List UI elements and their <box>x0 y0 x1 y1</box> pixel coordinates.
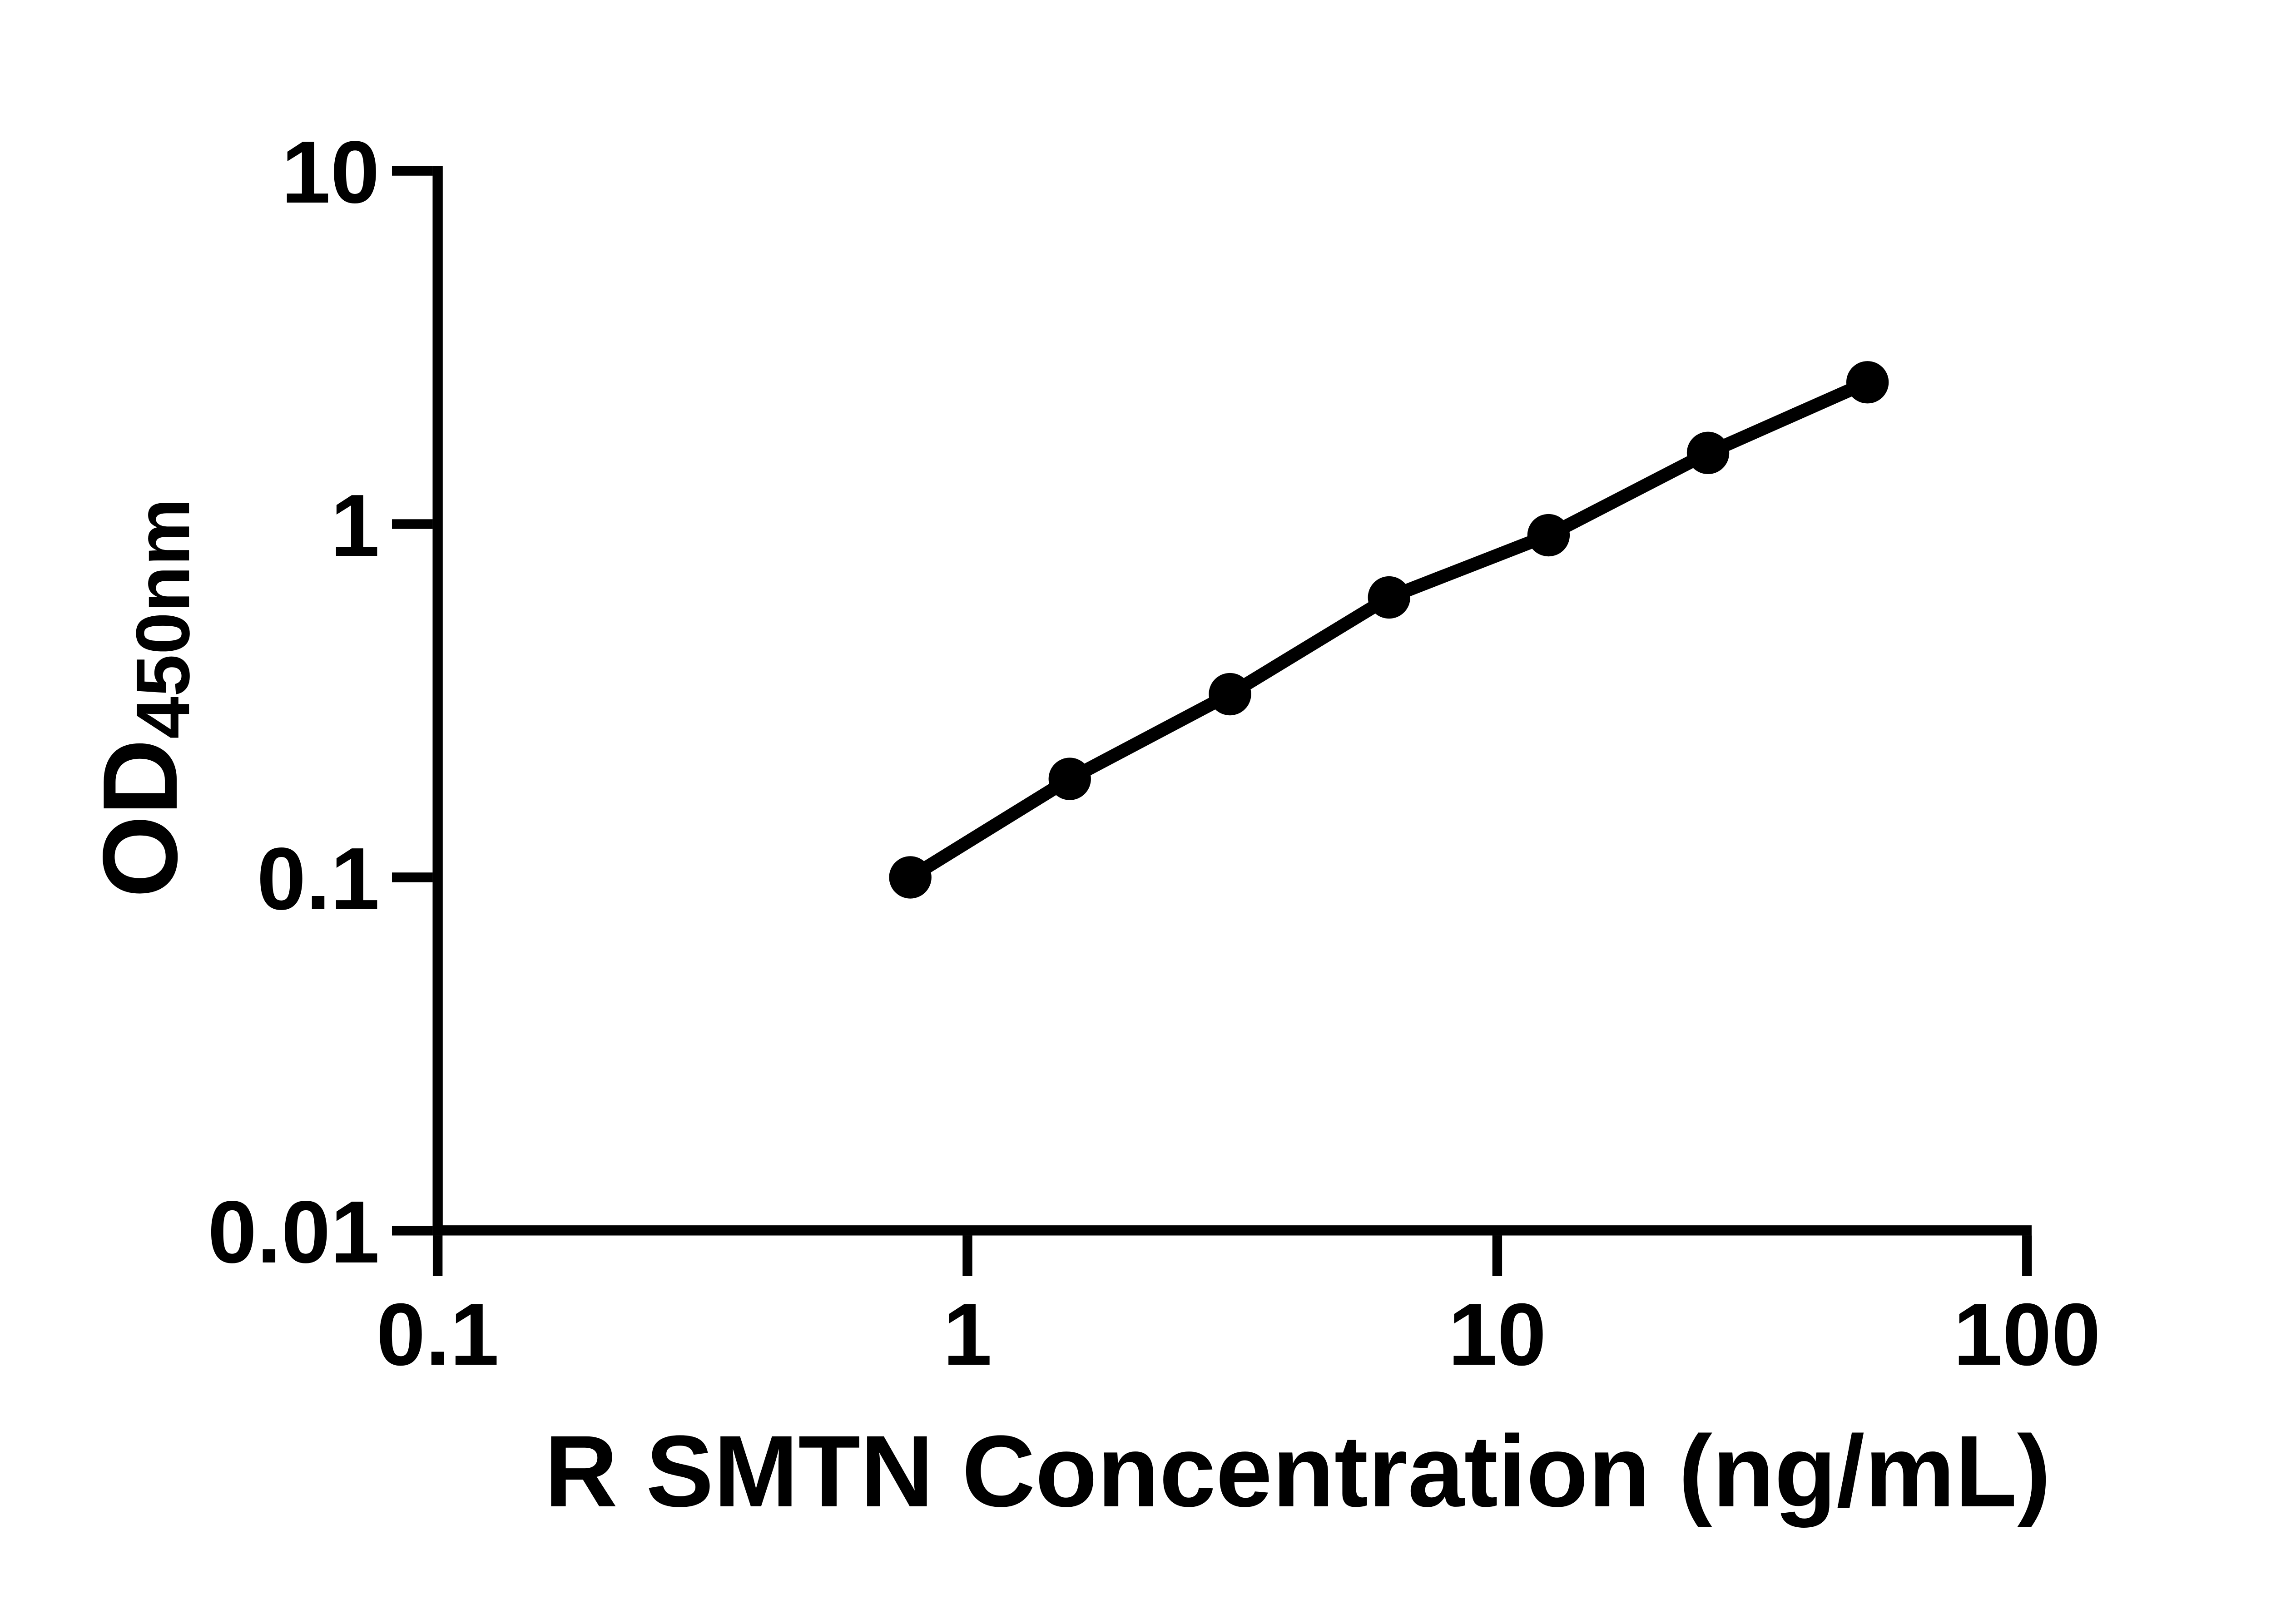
x-tick-label: 100 <box>1954 1285 2101 1384</box>
x-tick-label: 1 <box>943 1285 992 1384</box>
x-tick <box>2022 1235 2032 1276</box>
y-tick-label: 0.1 <box>257 830 379 928</box>
x-axis-line <box>432 1225 2032 1236</box>
y-tick-label: 0.01 <box>208 1183 379 1282</box>
data-series <box>889 361 1889 899</box>
data-point <box>1048 758 1091 800</box>
data-point <box>1527 514 1570 557</box>
y-tick <box>392 166 433 176</box>
axis-ticks <box>392 166 2032 1276</box>
y-tick <box>392 519 433 529</box>
data-point <box>889 856 932 899</box>
x-tick-label: 0.1 <box>376 1285 499 1384</box>
y-axis-title-main: OD <box>81 739 199 898</box>
y-axis-line <box>432 166 443 1236</box>
x-tick <box>1492 1235 1502 1276</box>
axes <box>432 166 2032 1236</box>
data-point <box>1368 576 1410 619</box>
y-tick <box>392 1226 433 1236</box>
x-axis-title: R SMTN Concentration (ng/mL) <box>544 1415 2051 1528</box>
y-axis-title: OD450nm <box>81 498 205 898</box>
data-point <box>1846 361 1889 404</box>
y-axis-title-subscript: 450nm <box>121 498 205 739</box>
y-tick-label: 1 <box>331 476 380 575</box>
data-point <box>1209 673 1251 716</box>
y-tick <box>392 872 433 882</box>
x-tick-label: 10 <box>1448 1285 1546 1384</box>
x-tick <box>432 1235 443 1276</box>
x-tick <box>962 1235 972 1276</box>
data-point <box>1686 431 1730 475</box>
y-tick-label: 10 <box>281 123 379 222</box>
